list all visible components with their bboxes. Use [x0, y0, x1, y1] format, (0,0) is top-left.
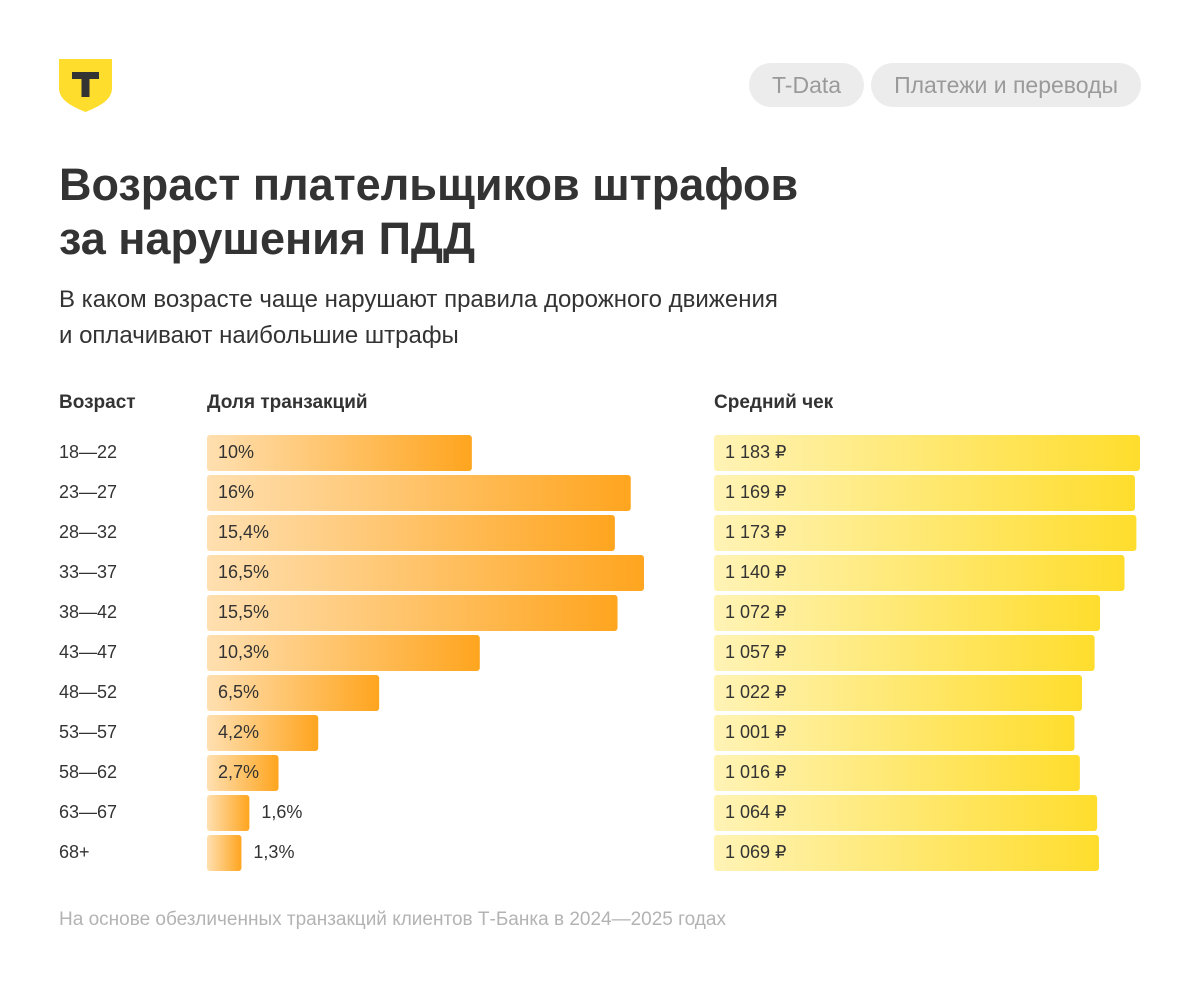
value-label: 1 140 ₽	[725, 562, 787, 582]
value-label: 6,5%	[218, 682, 259, 702]
bar	[207, 675, 380, 711]
bar	[207, 755, 279, 791]
value-label: 1 022 ₽	[725, 682, 787, 702]
value-label: 1 001 ₽	[725, 722, 787, 742]
bar	[207, 715, 319, 751]
category-label: 53—57	[59, 722, 117, 742]
tag: T-Data	[749, 63, 865, 107]
bar	[714, 715, 1075, 751]
bar	[714, 555, 1125, 591]
category-label: 23—27	[59, 482, 117, 502]
bar	[207, 475, 631, 511]
bar	[714, 755, 1080, 791]
bar	[714, 515, 1137, 551]
value-label: 1 057 ₽	[725, 642, 787, 662]
bar	[714, 835, 1099, 871]
category-label: 63—67	[59, 802, 117, 822]
category-label: 43—47	[59, 642, 117, 662]
value-label: 10%	[218, 442, 254, 462]
bar	[207, 635, 480, 671]
value-label: 16,5%	[218, 562, 269, 582]
bar	[207, 435, 472, 471]
value-label: 15,5%	[218, 602, 269, 622]
category-label: 38—42	[59, 602, 117, 622]
series-title: Доля транзакций	[207, 392, 368, 413]
value-label: 15,4%	[218, 522, 269, 542]
bar	[207, 595, 618, 631]
bar	[207, 515, 615, 551]
bar	[714, 435, 1140, 471]
value-label: 10,3%	[218, 642, 269, 662]
bar	[714, 595, 1101, 631]
value-label: 1 069 ₽	[725, 842, 787, 862]
category-label: 18—22	[59, 442, 117, 462]
value-label: 1 072 ₽	[725, 602, 787, 622]
value-label: 16%	[218, 482, 254, 502]
tag: Платежи и переводы	[871, 63, 1141, 107]
value-label: 4,2%	[218, 722, 259, 742]
series-title: Средний чек	[714, 392, 834, 413]
value-label: 1,3%	[253, 842, 294, 862]
category-label: 28—32	[59, 522, 117, 542]
subtitle: В каком возрасте чаще нарушают правила д…	[59, 286, 778, 349]
bar	[207, 555, 644, 591]
category-label: 33—37	[59, 562, 117, 582]
value-label: 1 183 ₽	[725, 442, 787, 462]
bar	[714, 635, 1095, 671]
bar	[207, 795, 250, 831]
bar	[714, 675, 1083, 711]
value-label: 1 169 ₽	[725, 482, 787, 502]
bar	[207, 835, 242, 871]
footnote: На основе обезличенных транзакций клиент…	[59, 909, 726, 930]
value-label: 2,7%	[218, 762, 259, 782]
value-label: 1,6%	[261, 802, 302, 822]
value-label: 1 016 ₽	[725, 762, 787, 782]
category-label: 48—52	[59, 682, 117, 702]
logo	[59, 59, 112, 112]
category-label: 58—62	[59, 762, 117, 782]
title: Возраст плательщиков штрафов за нарушени…	[59, 159, 799, 264]
bar	[714, 475, 1135, 511]
category-label: 68+	[59, 842, 90, 862]
category-title: Возраст	[59, 392, 136, 413]
value-label: 1 064 ₽	[725, 802, 787, 822]
tags: T-Data Платежи и переводы	[749, 63, 1141, 107]
bar	[714, 795, 1098, 831]
value-label: 1 173 ₽	[725, 522, 787, 542]
